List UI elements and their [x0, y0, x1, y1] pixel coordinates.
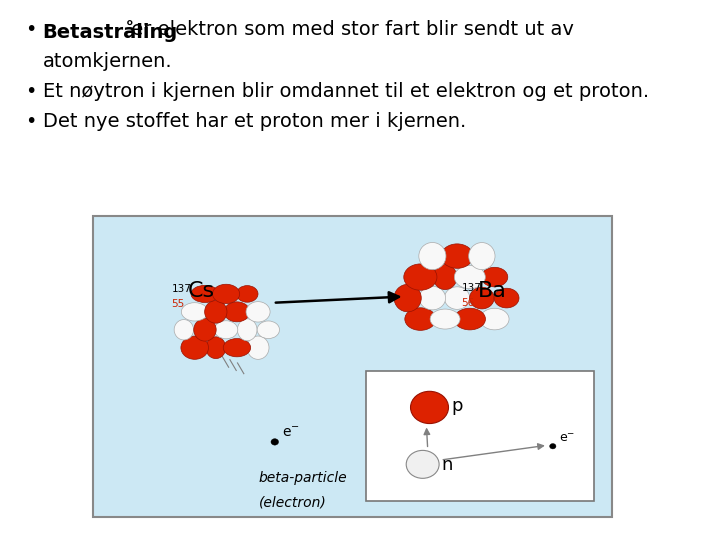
Ellipse shape — [404, 264, 437, 290]
Ellipse shape — [469, 287, 494, 309]
Ellipse shape — [181, 336, 209, 359]
Ellipse shape — [215, 321, 238, 339]
Text: •: • — [25, 20, 37, 39]
Ellipse shape — [246, 302, 270, 322]
Ellipse shape — [444, 287, 470, 309]
Text: n: n — [441, 456, 453, 475]
Ellipse shape — [191, 285, 219, 302]
Ellipse shape — [454, 308, 485, 330]
Ellipse shape — [236, 286, 258, 302]
Ellipse shape — [494, 288, 519, 308]
Ellipse shape — [441, 244, 473, 268]
Text: Betastråling: Betastråling — [42, 20, 178, 42]
Ellipse shape — [212, 284, 240, 303]
Circle shape — [406, 450, 439, 478]
Ellipse shape — [174, 320, 194, 340]
Ellipse shape — [430, 309, 460, 329]
Ellipse shape — [194, 319, 216, 341]
Ellipse shape — [469, 242, 495, 269]
Text: e$^{-}$: e$^{-}$ — [559, 431, 575, 444]
Ellipse shape — [480, 308, 509, 330]
Ellipse shape — [206, 337, 226, 359]
Text: 56: 56 — [462, 298, 474, 308]
Text: 137: 137 — [171, 284, 192, 294]
Text: 137: 137 — [462, 283, 482, 293]
Ellipse shape — [433, 265, 457, 289]
Ellipse shape — [238, 319, 257, 341]
Text: Et nøytron i kjernen blir omdannet til et elektron og et proton.: Et nøytron i kjernen blir omdannet til e… — [42, 82, 649, 101]
Text: Det nye stoffet har et proton mer i kjernen.: Det nye stoffet har et proton mer i kjer… — [42, 112, 466, 131]
Text: atomkjernen.: atomkjernen. — [42, 52, 172, 71]
FancyBboxPatch shape — [366, 371, 594, 501]
Circle shape — [271, 438, 279, 445]
Text: beta-particle: beta-particle — [259, 471, 348, 485]
Text: 55: 55 — [171, 299, 185, 309]
Ellipse shape — [204, 300, 227, 323]
Ellipse shape — [181, 303, 208, 321]
Text: er elektron som med stor fart blir sendt ut av: er elektron som med stor fart blir sendt… — [125, 20, 574, 39]
Ellipse shape — [224, 302, 250, 322]
Text: (electron): (electron) — [259, 496, 327, 510]
Text: •: • — [25, 112, 37, 131]
Text: Ba: Ba — [478, 281, 507, 301]
Text: Cs: Cs — [187, 281, 215, 301]
Ellipse shape — [247, 336, 269, 359]
Text: p: p — [451, 397, 462, 415]
Text: e$^{-}$: e$^{-}$ — [282, 426, 300, 440]
Ellipse shape — [405, 308, 436, 330]
FancyBboxPatch shape — [93, 217, 612, 517]
Ellipse shape — [481, 267, 508, 287]
Ellipse shape — [419, 242, 446, 269]
Circle shape — [410, 392, 449, 423]
Ellipse shape — [394, 285, 421, 312]
Ellipse shape — [454, 266, 485, 289]
Ellipse shape — [419, 286, 446, 310]
Ellipse shape — [223, 339, 251, 357]
Ellipse shape — [257, 321, 279, 339]
Circle shape — [549, 443, 556, 449]
Text: •: • — [25, 82, 37, 101]
